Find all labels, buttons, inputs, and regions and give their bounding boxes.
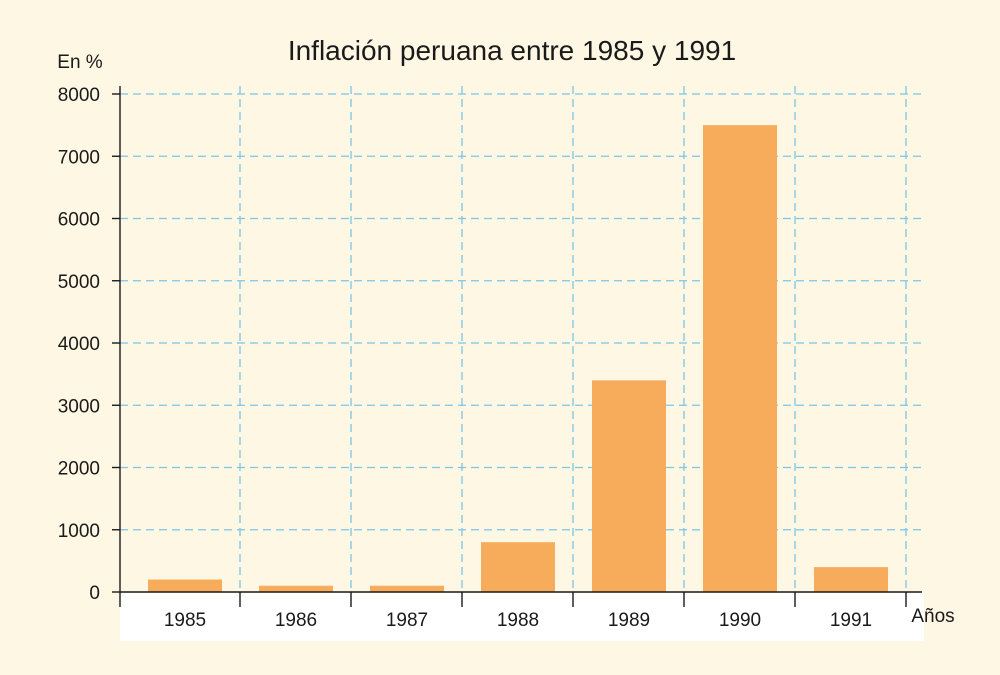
bar-1988 <box>481 542 555 592</box>
x-tick-label: 1985 <box>164 610 206 631</box>
y-tick-labels: 0 1000 2000 3000 4000 5000 6000 7000 8000 <box>58 85 100 604</box>
x-tick-label: 1988 <box>497 610 539 631</box>
x-axis-label: Años <box>911 606 954 627</box>
bar-1986 <box>259 585 333 592</box>
axes <box>112 86 922 607</box>
x-tick-label: 1989 <box>608 610 650 631</box>
x-tick-label: 1986 <box>275 610 317 631</box>
x-tick-label: 1987 <box>386 610 428 631</box>
x-label-band <box>120 593 924 641</box>
x-tick-label: 1990 <box>719 610 761 631</box>
y-tick-label: 3000 <box>58 396 100 417</box>
bars <box>148 125 888 592</box>
y-tick-label: 5000 <box>58 272 100 293</box>
bar-1989 <box>592 380 666 592</box>
y-axis-label: En % <box>57 52 103 73</box>
bar-1991 <box>814 567 888 592</box>
grid <box>120 86 922 592</box>
y-tick-label: 4000 <box>58 334 100 355</box>
y-tick-label: 8000 <box>58 85 100 106</box>
bar-1987 <box>370 585 444 592</box>
y-tick-label: 7000 <box>58 147 100 168</box>
x-tick-label: 1991 <box>830 610 872 631</box>
x-tick-labels: 1985 1986 1987 1988 1989 1990 1991 <box>164 610 872 631</box>
bar-1985 <box>148 579 222 592</box>
y-tick-label: 6000 <box>58 210 100 231</box>
y-tick-label: 0 <box>89 583 100 604</box>
y-tick-label: 1000 <box>58 521 100 542</box>
y-tick-label: 2000 <box>58 459 100 480</box>
chart-title: Inflación peruana entre 1985 y 1991 <box>288 35 736 66</box>
bar-1990 <box>703 125 777 592</box>
